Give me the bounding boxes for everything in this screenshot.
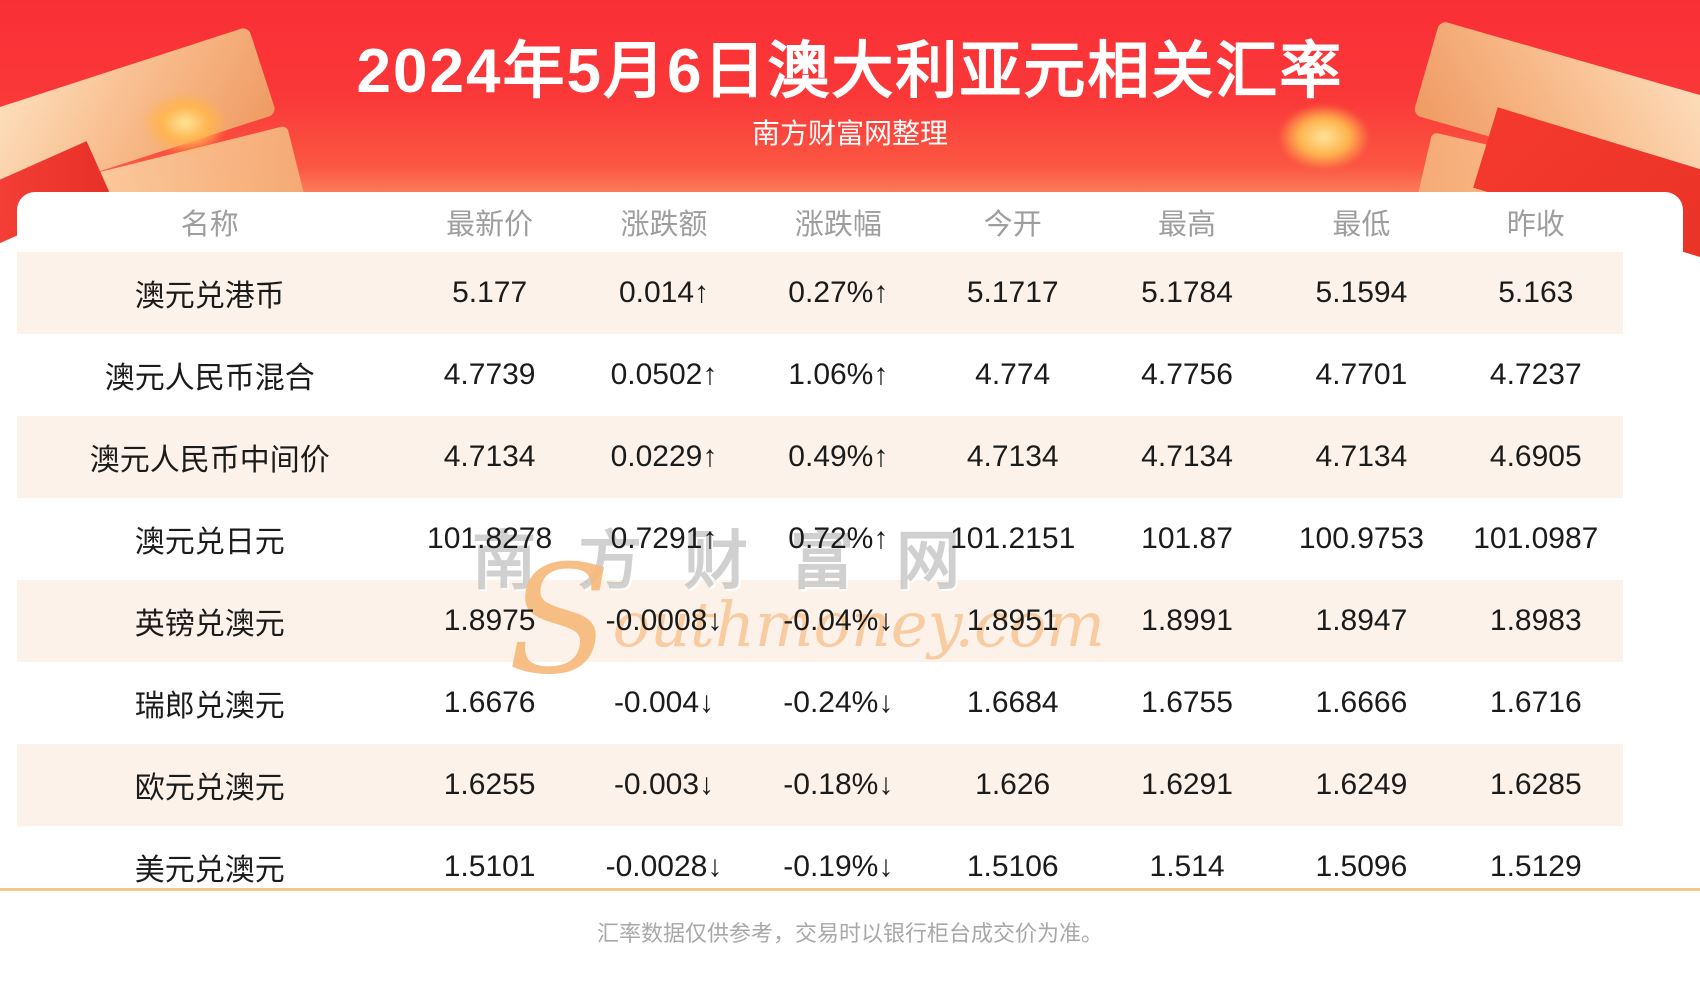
high-price: 1.514 xyxy=(1149,850,1225,883)
prev-close: 4.7237 xyxy=(1489,358,1582,391)
prev-close: 1.5129 xyxy=(1489,850,1582,883)
prev-close: 101.0987 xyxy=(1473,522,1599,555)
open-price: 4.774 xyxy=(975,358,1051,391)
column-header-latest-price: 最新价 xyxy=(446,209,534,241)
column-header-change-amount: 涨跌额 xyxy=(620,209,708,241)
name-cell: 澳元人民币混合 xyxy=(104,362,315,395)
change-amount: -0.003↓ xyxy=(613,768,715,801)
latest-price: 1.6255 xyxy=(443,768,536,801)
table-row: 澳元兑日元 101.8278 0.7291↑ 0.72%↑ 101.2151 101.87… xyxy=(17,498,1623,580)
footer-note: 汇率数据仅供参考，交易时以银行柜台成交价为准。 xyxy=(596,921,1103,946)
prev-close: 5.163 xyxy=(1498,276,1574,309)
change-amount: 0.7291↑ xyxy=(610,522,718,555)
open-price: 1.6684 xyxy=(966,686,1059,719)
high-price: 5.1784 xyxy=(1141,276,1233,309)
high-price: 1.8991 xyxy=(1141,604,1233,637)
page-subtitle: 南方财富网整理 xyxy=(751,118,948,149)
column-header-high: 最高 xyxy=(1158,209,1217,241)
name-cell: 美元兑澳元 xyxy=(134,854,285,887)
prev-close: 1.8983 xyxy=(1489,604,1582,637)
divider-line xyxy=(0,888,1700,891)
name-cell: 瑞郎兑澳元 xyxy=(134,690,285,723)
low-price: 1.8947 xyxy=(1315,604,1408,637)
low-price: 1.6666 xyxy=(1315,686,1408,719)
change-amount: -0.0008↓ xyxy=(605,604,723,637)
low-price: 4.7134 xyxy=(1315,440,1408,473)
column-header-name: 名称 xyxy=(180,209,239,241)
high-price: 1.6755 xyxy=(1141,686,1233,719)
table-row: 欧元兑澳元 1.6255 -0.003↓ -0.18%↓ 1.626 1.6291 1.62… xyxy=(17,744,1623,826)
rates-card: 名称 最新价 涨跌额 涨跌幅 今开 最高 最低 昨收 澳元兑港币 5.177 0.0… xyxy=(17,192,1683,888)
prev-close: 1.6716 xyxy=(1489,686,1582,719)
header-row: 名称 最新价 涨跌额 涨跌幅 今开 最高 最低 昨收 xyxy=(17,192,1623,252)
table-row: 英镑兑澳元 1.8975 -0.0008↓ -0.04%↓ 1.8951 1.8991 1.… xyxy=(17,580,1623,662)
rates-table-header: 名称 最新价 涨跌额 涨跌幅 今开 最高 最低 昨收 xyxy=(17,192,1623,252)
change-percent: -0.18%↓ xyxy=(783,768,894,801)
glow-decoration-right xyxy=(1278,104,1370,170)
low-price: 1.5096 xyxy=(1315,850,1408,883)
high-price: 4.7134 xyxy=(1141,440,1233,473)
change-percent: 1.06%↑ xyxy=(788,358,889,391)
rates-table: 名称 最新价 涨跌额 涨跌幅 今开 最高 最低 昨收 澳元兑港币 5.177 0.0… xyxy=(17,192,1623,908)
change-percent: -0.19%↓ xyxy=(783,850,894,883)
table-row: 澳元兑港币 5.177 0.014↑ 0.27%↑ 5.1717 5.1784 5.1594… xyxy=(17,252,1623,334)
high-price: 4.7756 xyxy=(1141,358,1233,391)
change-percent: -0.04%↓ xyxy=(783,604,894,637)
open-price: 101.2151 xyxy=(950,522,1076,555)
latest-price: 4.7739 xyxy=(443,358,536,391)
table-row: 澳元人民币混合 4.7739 0.0502↑ 1.06%↑ 4.774 4.7756 4.7… xyxy=(17,334,1623,416)
high-price: 101.87 xyxy=(1141,522,1233,555)
latest-price: 1.6676 xyxy=(443,686,536,719)
prev-close: 1.6285 xyxy=(1489,768,1582,801)
high-price: 1.6291 xyxy=(1141,768,1233,801)
name-cell: 澳元兑港币 xyxy=(134,280,285,313)
column-header-prev-close: 昨收 xyxy=(1506,209,1565,241)
rates-table-body: 澳元兑港币 5.177 0.014↑ 0.27%↑ 5.1717 5.1784 5.1594… xyxy=(17,252,1623,908)
low-price: 100.9753 xyxy=(1298,522,1424,555)
latest-price: 1.5101 xyxy=(443,850,536,883)
change-amount: 0.0229↑ xyxy=(610,440,718,473)
low-price: 1.6249 xyxy=(1315,768,1408,801)
latest-price: 4.7134 xyxy=(443,440,536,473)
column-header-open: 今开 xyxy=(983,209,1042,241)
name-cell: 澳元人民币中间价 xyxy=(89,444,330,477)
open-price: 1.626 xyxy=(975,768,1051,801)
column-header-change-percent: 涨跌幅 xyxy=(794,209,882,241)
change-percent: 0.27%↑ xyxy=(788,276,889,309)
change-percent: 0.72%↑ xyxy=(788,522,889,555)
change-percent: 0.49%↑ xyxy=(788,440,889,473)
table-row: 瑞郎兑澳元 1.6676 -0.004↓ -0.24%↓ 1.6684 1.6755 1.6… xyxy=(17,662,1623,744)
low-price: 5.1594 xyxy=(1315,276,1408,309)
glow-decoration-left xyxy=(142,92,228,154)
latest-price: 1.8975 xyxy=(443,604,536,637)
open-price: 1.5106 xyxy=(966,850,1059,883)
change-amount: 0.014↑ xyxy=(618,276,710,309)
name-cell: 欧元兑澳元 xyxy=(134,772,285,805)
low-price: 4.7701 xyxy=(1315,358,1408,391)
change-percent: -0.24%↓ xyxy=(783,686,894,719)
change-amount: 0.0502↑ xyxy=(610,358,718,391)
page-title: 2024年5月6日澳大利亚元相关汇率 xyxy=(356,37,1344,106)
table-row: 美元兑澳元 1.5101 -0.0028↓ -0.19%↓ 1.5106 1.514 1.5… xyxy=(17,826,1623,908)
latest-price: 101.8278 xyxy=(427,522,553,555)
open-price: 5.1717 xyxy=(966,276,1059,309)
change-amount: -0.0028↓ xyxy=(605,850,723,883)
name-cell: 英镑兑澳元 xyxy=(134,608,285,641)
table-row: 澳元人民币中间价 4.7134 0.0229↑ 0.49%↑ 4.7134 4.7134 4… xyxy=(17,416,1623,498)
open-price: 4.7134 xyxy=(966,440,1059,473)
change-amount: -0.004↓ xyxy=(613,686,715,719)
latest-price: 5.177 xyxy=(452,276,528,309)
name-cell: 澳元兑日元 xyxy=(134,526,285,559)
prev-close: 4.6905 xyxy=(1489,440,1582,473)
open-price: 1.8951 xyxy=(966,604,1059,637)
column-header-low: 最低 xyxy=(1332,209,1391,241)
